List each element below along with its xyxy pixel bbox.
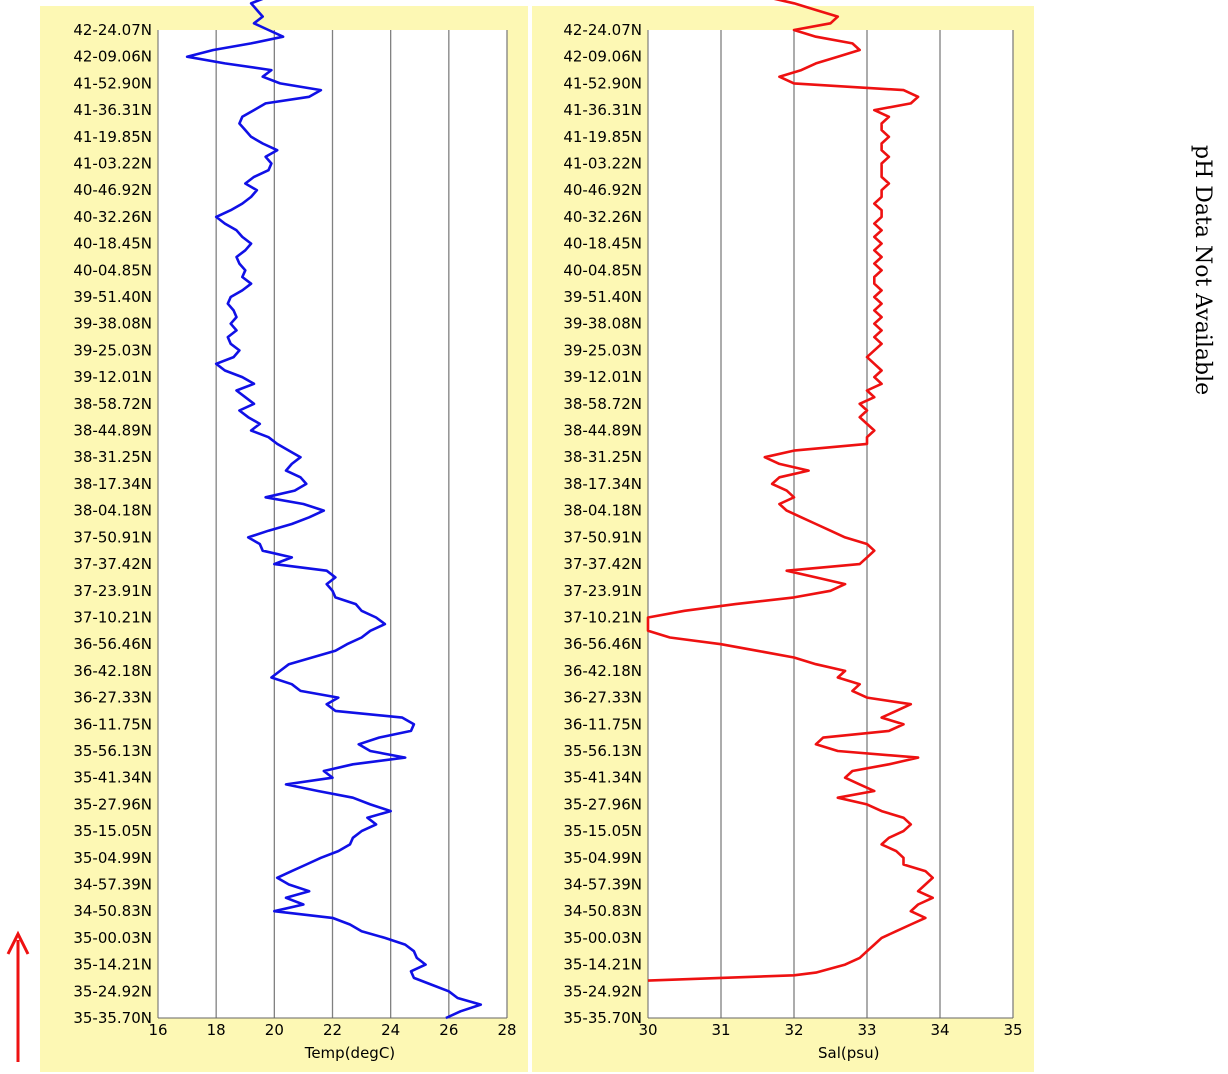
sal-y-tick-label: 37-37.42N bbox=[563, 555, 642, 573]
temp-y-tick-label: 35-14.21N bbox=[73, 956, 152, 974]
sal-x-tick-label: 33 bbox=[857, 1021, 876, 1039]
temp-y-tick-label: 38-44.89N bbox=[73, 422, 152, 440]
sal-y-tick-label: 36-56.46N bbox=[563, 635, 642, 653]
temp-y-tick-label: 36-42.18N bbox=[73, 662, 152, 680]
sal-y-tick-label: 35-41.34N bbox=[563, 769, 642, 787]
temp-y-tick-label: 40-04.85N bbox=[73, 261, 152, 279]
sal-y-tick-label: 38-58.72N bbox=[563, 395, 642, 413]
temp-y-tick-label: 38-58.72N bbox=[73, 395, 152, 413]
temp-y-tick-label: 39-38.08N bbox=[73, 315, 152, 333]
temp-y-tick-label: 38-31.25N bbox=[73, 448, 152, 466]
sal-y-tick-label: 36-42.18N bbox=[563, 662, 642, 680]
temp-x-tick-label: 16 bbox=[148, 1021, 167, 1039]
temp-y-tick-label: 35-00.03N bbox=[73, 929, 152, 947]
sal-x-tick-label: 35 bbox=[1003, 1021, 1022, 1039]
temp-y-tick-label: 40-46.92N bbox=[73, 181, 152, 199]
sal-y-tick-label: 41-03.22N bbox=[563, 155, 642, 173]
temp-y-tick-label: 34-57.39N bbox=[73, 875, 152, 893]
temp-y-tick-label: 42-09.06N bbox=[73, 48, 152, 66]
temp-y-tick-label: 35-15.05N bbox=[73, 822, 152, 840]
temp-y-tick-label: 37-23.91N bbox=[73, 582, 152, 600]
sal-y-tick-label: 40-04.85N bbox=[563, 261, 642, 279]
temp-y-tick-label: 35-04.99N bbox=[73, 849, 152, 867]
sal-y-tick-label: 35-35.70N bbox=[563, 1009, 642, 1027]
sal-y-tick-label: 39-25.03N bbox=[563, 341, 642, 359]
temp-y-tick-label: 39-51.40N bbox=[73, 288, 152, 306]
sal-y-tick-label: 40-32.26N bbox=[563, 208, 642, 226]
temp-y-tick-label: 34-50.83N bbox=[73, 902, 152, 920]
sal-plot-area bbox=[648, 30, 1013, 1018]
temp-y-tick-label: 36-56.46N bbox=[73, 635, 152, 653]
sal-y-tick-label: 42-09.06N bbox=[563, 48, 642, 66]
sal-y-tick-label: 41-52.90N bbox=[563, 74, 642, 92]
temp-y-tick-label: 36-27.33N bbox=[73, 689, 152, 707]
sal-y-tick-label: 41-36.31N bbox=[563, 101, 642, 119]
sal-y-tick-label: 37-10.21N bbox=[563, 608, 642, 626]
sal-y-tick-label: 35-04.99N bbox=[563, 849, 642, 867]
temp-y-tick-label: 40-32.26N bbox=[73, 208, 152, 226]
sal-y-tick-label: 39-51.40N bbox=[563, 288, 642, 306]
temp-y-tick-label: 41-36.31N bbox=[73, 101, 152, 119]
temp-x-tick-label: 18 bbox=[207, 1021, 226, 1039]
temp-y-tick-label: 35-35.70N bbox=[73, 1009, 152, 1027]
sal-y-tick-label: 39-12.01N bbox=[563, 368, 642, 386]
temp-y-tick-label: 35-41.34N bbox=[73, 769, 152, 787]
sal-y-tick-label: 35-14.21N bbox=[563, 956, 642, 974]
temp-y-tick-label: 38-04.18N bbox=[73, 502, 152, 520]
sal-y-tick-label: 37-50.91N bbox=[563, 528, 642, 546]
sal-x-tick-label: 32 bbox=[784, 1021, 803, 1039]
sal-x-tick-label: 34 bbox=[930, 1021, 949, 1039]
sal-y-tick-label: 34-50.83N bbox=[563, 902, 642, 920]
temp-x-tick-label: 22 bbox=[323, 1021, 342, 1039]
temp-x-tick-label: 24 bbox=[381, 1021, 400, 1039]
sal-y-tick-label: 38-17.34N bbox=[563, 475, 642, 493]
temp-x-tick-label: 26 bbox=[439, 1021, 458, 1039]
sal-y-tick-label: 39-38.08N bbox=[563, 315, 642, 333]
sal-y-tick-label: 35-24.92N bbox=[563, 982, 642, 1000]
temp-y-tick-label: 38-17.34N bbox=[73, 475, 152, 493]
sal-y-tick-label: 37-23.91N bbox=[563, 582, 642, 600]
salinity-chart: 35-35.70N 35-24.92N 35-14.21N 35-00.03N 34-5… bbox=[532, 0, 1034, 1072]
temp-y-tick-label: 42-24.07N bbox=[73, 21, 152, 39]
sal-y-tick-label: 36-27.33N bbox=[563, 689, 642, 707]
sal-y-tick-label: 35-15.05N bbox=[563, 822, 642, 840]
temp-y-tick-label: 37-37.42N bbox=[73, 555, 152, 573]
temp-y-tick-label: 40-18.45N bbox=[73, 235, 152, 253]
temp-series-line bbox=[185, 0, 483, 1020]
sal-y-tick-label: 41-19.85N bbox=[563, 128, 642, 146]
sal-y-tick-label: 38-31.25N bbox=[563, 448, 642, 466]
temp-y-tick-label: 41-03.22N bbox=[73, 155, 152, 173]
temp-y-tick-label: 41-52.90N bbox=[73, 74, 152, 92]
sal-y-tick-label: 35-00.03N bbox=[563, 929, 642, 947]
sal-x-tick-label: 31 bbox=[711, 1021, 730, 1039]
sal-series-line bbox=[646, 0, 935, 982]
ph-note: pH Data Not Available bbox=[1190, 145, 1215, 395]
temp-y-tick-label: 35-24.92N bbox=[73, 982, 152, 1000]
sal-y-tick-label: 38-44.89N bbox=[563, 422, 642, 440]
sal-x-axis-title: Sal(psu) bbox=[818, 1044, 879, 1062]
temp-y-tick-label: 37-10.21N bbox=[73, 608, 152, 626]
temp-y-tick-label: 39-25.03N bbox=[73, 341, 152, 359]
sal-y-tick-label: 35-56.13N bbox=[563, 742, 642, 760]
temperature-chart: 35-35.70N 35-24.92N 35-14.21N 35-00.03N 34-5… bbox=[40, 0, 528, 1072]
direction-arrow-icon bbox=[6, 930, 30, 1062]
sal-y-tick-label: 42-24.07N bbox=[563, 21, 642, 39]
temp-y-tick-label: 41-19.85N bbox=[73, 128, 152, 146]
sal-y-tick-label: 34-57.39N bbox=[563, 875, 642, 893]
temp-x-tick-label: 20 bbox=[265, 1021, 284, 1039]
sal-y-tick-label: 40-46.92N bbox=[563, 181, 642, 199]
sal-y-tick-label: 35-27.96N bbox=[563, 795, 642, 813]
temp-x-tick-label: 28 bbox=[497, 1021, 516, 1039]
temp-y-tick-label: 39-12.01N bbox=[73, 368, 152, 386]
sal-y-tick-label: 36-11.75N bbox=[563, 715, 642, 733]
temp-y-tick-label: 35-56.13N bbox=[73, 742, 152, 760]
temp-y-tick-label: 35-27.96N bbox=[73, 795, 152, 813]
sal-y-tick-label: 38-04.18N bbox=[563, 502, 642, 520]
temp-y-tick-label: 36-11.75N bbox=[73, 715, 152, 733]
temp-x-axis-title: Temp(degC) bbox=[304, 1044, 395, 1062]
sal-y-tick-label: 40-18.45N bbox=[563, 235, 642, 253]
temp-y-tick-label: 37-50.91N bbox=[73, 528, 152, 546]
sal-x-tick-label: 30 bbox=[638, 1021, 657, 1039]
